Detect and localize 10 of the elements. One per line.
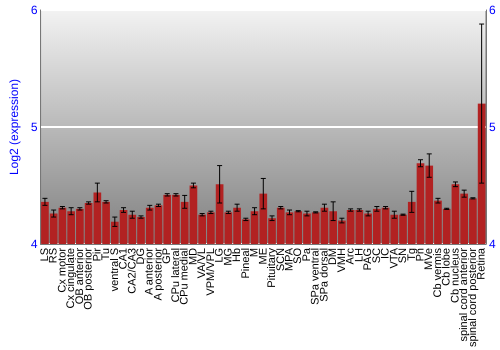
x-tick-label: Tg <box>406 248 418 261</box>
y2-tick-label: 5 <box>489 120 496 134</box>
y-axis-title: Log2 (expression) <box>7 78 21 176</box>
y-tick-label: 4 <box>30 236 38 251</box>
x-tick-label: A posterior <box>152 248 164 301</box>
y2-tick-label: 4 <box>489 236 496 251</box>
y2-tick-label: 6 <box>489 3 496 17</box>
y-tick-label: 5 <box>30 120 38 134</box>
y-tick-label: 6 <box>30 3 38 17</box>
x-tick-label: OB posterior <box>82 248 95 310</box>
